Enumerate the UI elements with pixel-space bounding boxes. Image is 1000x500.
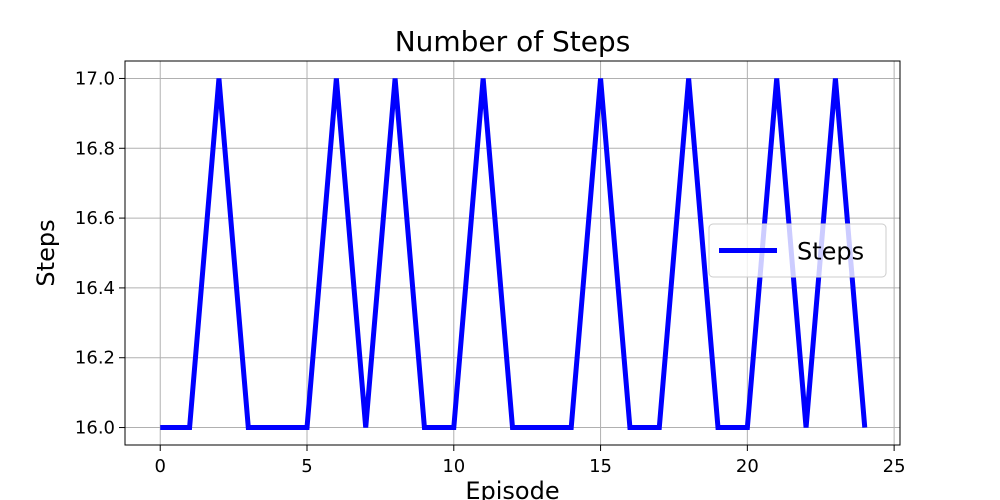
x-tick-label: 15 bbox=[589, 456, 612, 477]
x-axis-ticks: 0 5 10 15 20 25 bbox=[155, 445, 906, 477]
series-line-steps bbox=[160, 78, 868, 431]
legend-label: Steps bbox=[797, 238, 864, 266]
y-tick-label: 16.0 bbox=[75, 418, 115, 439]
x-axis-title: Episode bbox=[465, 477, 559, 500]
chart-title: Number of Steps bbox=[395, 25, 631, 58]
plot-frame bbox=[124, 60, 901, 446]
legend-box bbox=[708, 223, 887, 278]
y-axis-title: Steps bbox=[32, 219, 60, 286]
y-tick-label: 16.4 bbox=[75, 278, 115, 299]
y-tick-label: 16.8 bbox=[75, 138, 115, 159]
y-tick-label: 16.6 bbox=[75, 208, 115, 229]
series-layer bbox=[160, 78, 868, 431]
x-tick-label: 5 bbox=[301, 456, 312, 477]
y-tick-label: 16.2 bbox=[75, 348, 115, 369]
y-axis-ticks: 16.0 16.2 16.4 16.6 16.8 17.0 bbox=[75, 68, 125, 439]
legend: Steps bbox=[708, 223, 887, 278]
x-tick-label: 0 bbox=[155, 456, 166, 477]
y-tick-label: 17.0 bbox=[75, 68, 115, 89]
x-tick-label: 25 bbox=[883, 456, 906, 477]
x-tick-label: 20 bbox=[736, 456, 759, 477]
x-tick-label: 10 bbox=[442, 456, 465, 477]
